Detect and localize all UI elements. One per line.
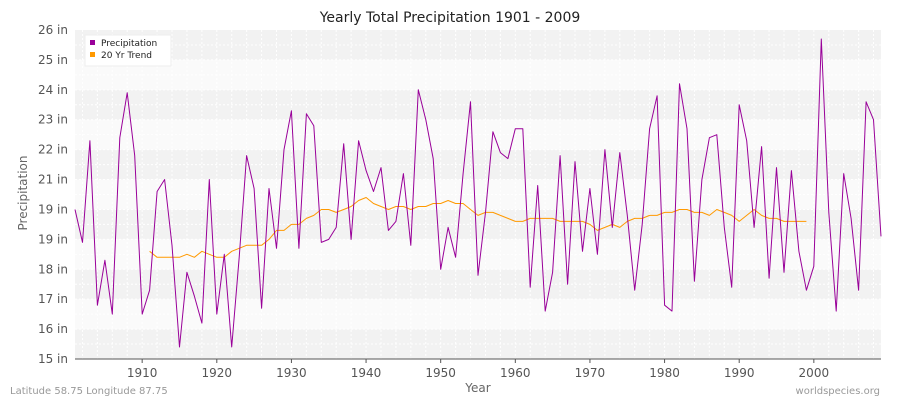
x-tick-label: 2000: [799, 366, 830, 380]
band-24: [75, 59, 881, 90]
y-tick-label: 26 in: [38, 23, 68, 37]
precipitation-line: [74, 38, 882, 348]
band-19: [75, 209, 881, 240]
legend-swatch-precipitation: [90, 40, 95, 45]
y-tick-label: 22 in: [38, 143, 68, 157]
footer-location: Latitude 58.75 Longitude 87.75: [10, 386, 168, 397]
y-tick-label: 24 in: [38, 83, 68, 97]
y-tick-label: 16 in: [38, 322, 68, 336]
y-tick-label: 15 in: [38, 352, 68, 366]
trend-line: [149, 197, 807, 258]
legend-box: [84, 34, 172, 67]
chart-title: Yearly Total Precipitation 1901 - 2009: [319, 10, 581, 26]
x-tick-label: 1990: [724, 366, 755, 380]
y-tick-label: 21 in: [38, 173, 68, 187]
band-21: [75, 149, 881, 180]
y-tick-label: 19 in: [38, 232, 68, 246]
y-axis-ticks: 15 in 16 in 17 in 18 in 19 in 19 in 21 in 22 in…: [38, 23, 68, 366]
x-tick-label: 1950: [425, 366, 456, 380]
y-tick-label: 17 in: [38, 292, 68, 306]
legend-label-trend: 20 Yr Trend: [101, 51, 152, 61]
legend: Precipitation 20 Yr Trend: [84, 34, 172, 67]
y-tick-label: 18 in: [38, 262, 68, 276]
x-tick-label: 1970: [575, 366, 606, 380]
y-tick-label: 25 in: [38, 53, 68, 67]
x-tick-label: 1980: [649, 366, 680, 380]
x-tick-label: 1960: [500, 366, 531, 380]
legend-label-precipitation: Precipitation: [101, 39, 157, 49]
x-tick-label: 1910: [127, 366, 158, 380]
x-tick-label: 1940: [351, 366, 382, 380]
band-15: [75, 329, 881, 359]
x-tick-label: 1930: [276, 366, 307, 380]
legend-swatch-trend: [90, 52, 95, 57]
band-23: [75, 89, 881, 120]
precipitation-series: [74, 38, 882, 348]
band-16: [75, 299, 881, 330]
plot-background: [75, 30, 881, 359]
x-axis-label: Year: [464, 381, 490, 395]
band-25: [75, 30, 881, 60]
trend-series: [149, 197, 807, 258]
y-axis-label: Precipitation: [16, 155, 30, 230]
x-axis-ticks: 1910 1920 1930 1940 1950 1960 1970 1980 1990 2000: [127, 359, 829, 380]
footer-source: worldspecies.org: [796, 386, 880, 397]
y-tick-label: 19 in: [38, 202, 68, 216]
x-tick-label: 1920: [202, 366, 233, 380]
y-tick-label: 23 in: [38, 113, 68, 127]
